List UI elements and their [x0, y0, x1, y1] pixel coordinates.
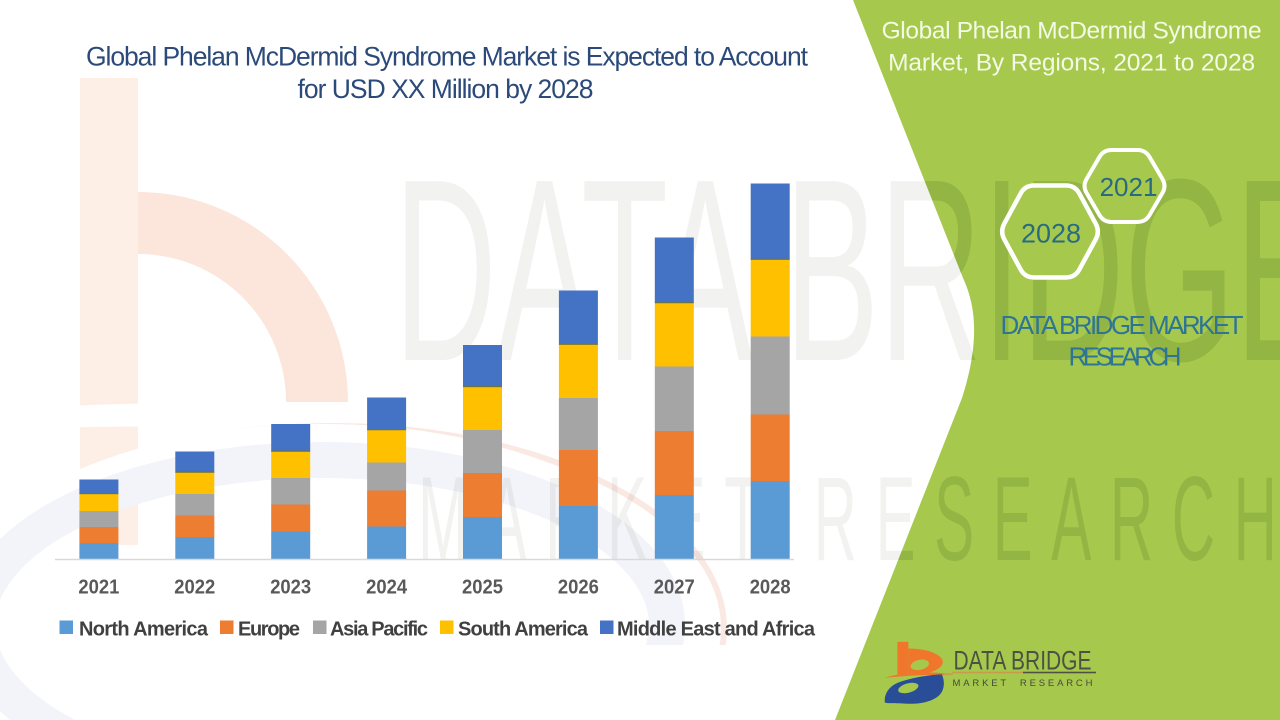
svg-text:2021: 2021	[1100, 172, 1158, 202]
svg-text:2028: 2028	[1021, 219, 1081, 249]
svg-text:2026: 2026	[558, 577, 599, 599]
svg-text:Europe: Europe	[238, 619, 300, 641]
svg-text:for USD XX Million by 2028: for USD XX Million by 2028	[298, 74, 594, 104]
svg-text:2024: 2024	[366, 577, 408, 599]
svg-text:Global Phelan McDermid Syndrom: Global Phelan McDermid Syndrome	[882, 18, 1262, 45]
svg-text:2022: 2022	[174, 577, 215, 599]
svg-text:2021: 2021	[78, 577, 119, 599]
svg-text:North America: North America	[79, 619, 209, 641]
svg-text:2025: 2025	[462, 577, 503, 599]
svg-text:2023: 2023	[270, 577, 311, 599]
svg-text:2027: 2027	[654, 577, 695, 599]
svg-text:Global Phelan McDermid Syndrom: Global Phelan McDermid Syndrome Market i…	[86, 42, 809, 72]
svg-text:2028: 2028	[750, 577, 791, 599]
svg-text:Market, By Regions, 2021 to 20: Market, By Regions, 2021 to 2028	[888, 50, 1255, 77]
svg-text:Middle East and Africa: Middle East and Africa	[617, 619, 816, 641]
svg-text:South America: South America	[458, 619, 589, 641]
svg-text:RESEARCH: RESEARCH	[1069, 342, 1182, 372]
svg-text:DATA BRIDGE MARKET: DATA BRIDGE MARKET	[1001, 310, 1244, 340]
svg-text:Asia Pacific: Asia Pacific	[330, 619, 428, 641]
svg-text:DATA BRIDGE: DATA BRIDGE	[954, 645, 1092, 675]
svg-text:MARKET RESEARCH: MARKET RESEARCH	[953, 678, 1093, 689]
